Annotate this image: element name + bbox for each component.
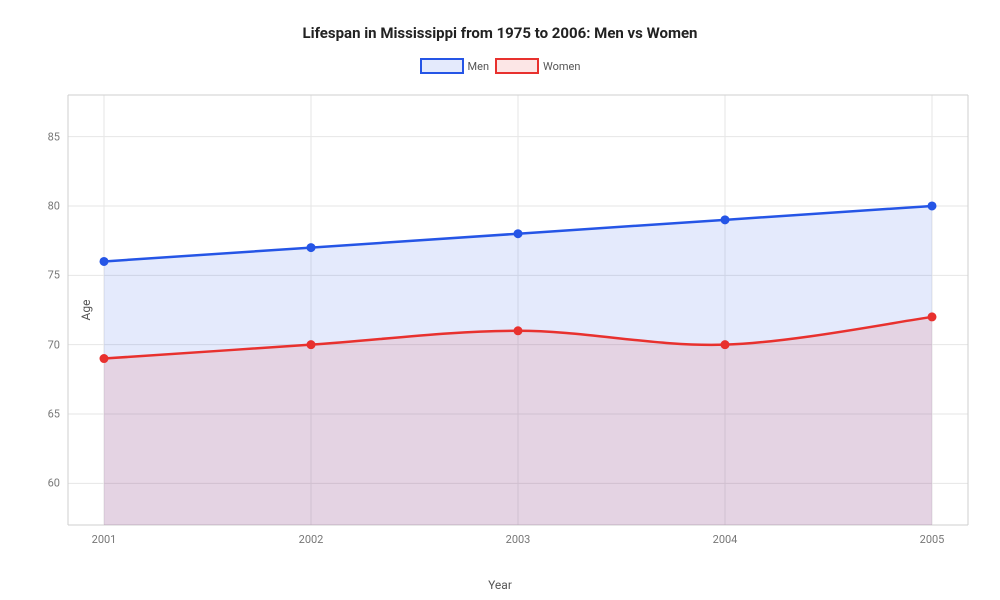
y-tick-label: 70 <box>48 338 68 351</box>
x-tick-label: 2003 <box>506 525 531 546</box>
data-point[interactable] <box>100 355 108 363</box>
x-tick-label: 2005 <box>920 525 945 546</box>
legend-label: Men <box>468 60 490 73</box>
legend: Men Women <box>0 58 1000 74</box>
data-point[interactable] <box>928 313 936 321</box>
y-tick-label: 75 <box>48 269 68 282</box>
data-point[interactable] <box>514 230 522 238</box>
legend-item[interactable]: Men <box>420 58 490 74</box>
data-point[interactable] <box>100 257 108 265</box>
y-tick-label: 80 <box>48 199 68 212</box>
x-tick-label: 2004 <box>713 525 738 546</box>
legend-swatch <box>420 58 464 74</box>
x-tick-label: 2001 <box>92 525 117 546</box>
y-tick-label: 60 <box>48 477 68 490</box>
plot-svg <box>68 95 968 525</box>
data-point[interactable] <box>514 327 522 335</box>
legend-label: Women <box>543 60 580 73</box>
data-point[interactable] <box>928 202 936 210</box>
data-point[interactable] <box>307 341 315 349</box>
x-axis-label: Year <box>488 578 512 592</box>
y-tick-label: 85 <box>48 130 68 143</box>
y-tick-label: 65 <box>48 408 68 421</box>
data-point[interactable] <box>307 244 315 252</box>
plot-area: Age 60657075808520012002200320042005 <box>68 95 968 525</box>
data-point[interactable] <box>721 341 729 349</box>
chart-title: Lifespan in Mississippi from 1975 to 200… <box>0 24 1000 42</box>
legend-swatch <box>495 58 539 74</box>
x-tick-label: 2002 <box>299 525 324 546</box>
legend-item[interactable]: Women <box>495 58 580 74</box>
data-point[interactable] <box>721 216 729 224</box>
